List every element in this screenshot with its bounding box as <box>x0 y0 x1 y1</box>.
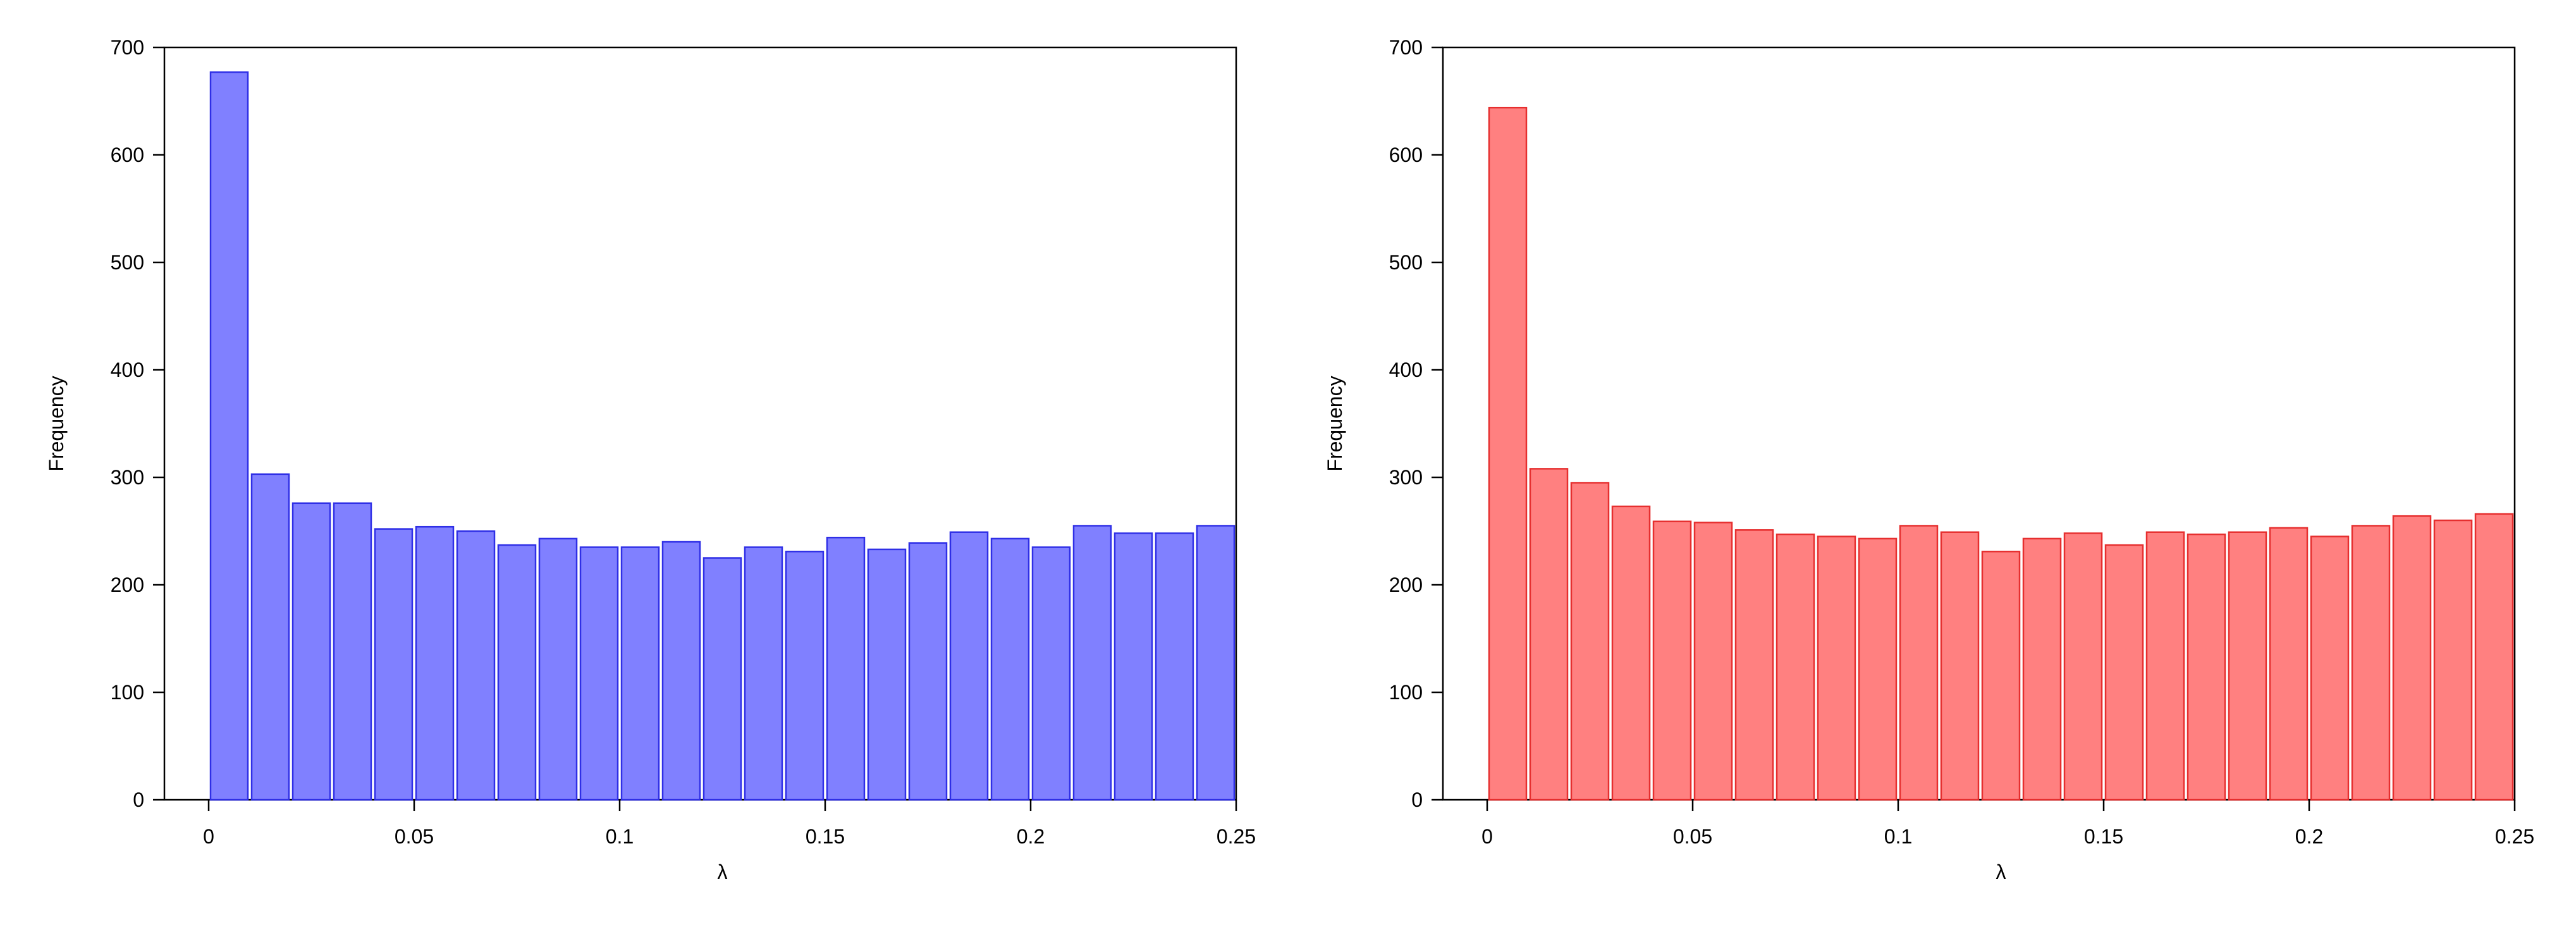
histogram-bar <box>2228 531 2267 801</box>
histogram-bar <box>374 528 414 801</box>
y-tick-label: 400 <box>111 358 144 381</box>
histogram-bar <box>579 546 619 801</box>
y-tick-label: 600 <box>111 144 144 166</box>
histogram-bar <box>1529 468 1569 801</box>
histogram-bar <box>1817 536 1856 801</box>
histogram-bar <box>2104 544 2144 801</box>
histogram-bar <box>2269 527 2309 801</box>
left-histogram: 0 100 200 300 400 500 600 700 0 0.05 0.1 0.15 0.2 0.2… <box>45 36 1256 883</box>
y-tick-label: 200 <box>111 573 144 596</box>
histogram-bar <box>1113 532 1153 801</box>
histogram-bar <box>949 531 989 801</box>
histogram-bar <box>209 71 249 801</box>
histogram-bar <box>2310 536 2350 801</box>
histogram-bar <box>2145 531 2185 801</box>
histogram-bar <box>661 541 701 801</box>
y-tick-label: 200 <box>1389 573 1423 596</box>
histogram-bar <box>333 502 372 801</box>
x-tick-label: 0.25 <box>1217 825 1256 848</box>
histogram-bar <box>1776 533 1815 801</box>
x-tick-label: 0.05 <box>1673 825 1712 848</box>
y-tick-label: 400 <box>1389 358 1423 381</box>
histogram-bar <box>702 557 742 801</box>
histogram-bar <box>2063 532 2103 801</box>
x-axis-label: λ <box>1996 861 2006 883</box>
x-tick-label: 0.15 <box>2084 825 2123 848</box>
histogram-bar <box>620 546 660 801</box>
histogram-bar <box>456 530 496 801</box>
histogram-bar <box>1488 106 1528 801</box>
histogram-bar <box>291 502 331 801</box>
histogram-bar <box>2351 525 2391 801</box>
histogram-bar <box>2392 515 2432 801</box>
y-tick-label: 500 <box>111 251 144 274</box>
histogram-bar <box>867 548 907 801</box>
histogram-bar <box>826 536 866 801</box>
histogram-bar <box>1981 551 2021 801</box>
y-tick-label: 700 <box>1389 36 1423 59</box>
bars <box>209 71 1236 801</box>
bars <box>1488 106 2514 801</box>
y-tick-label: 700 <box>111 36 144 59</box>
y-tick-label: 100 <box>1389 681 1423 704</box>
histogram-bar <box>497 544 537 801</box>
x-axis-label: λ <box>718 861 728 883</box>
x-tick-label: 0 <box>203 825 214 848</box>
y-tick-label: 0 <box>133 788 144 811</box>
histogram-bar <box>1858 537 1898 801</box>
right-histogram: 0 100 200 300 400 500 600 700 0 0.05 0.1 0.15 0.2 0.2… <box>1323 36 2534 883</box>
x-tick-label: 0.2 <box>1017 825 1045 848</box>
histogram-bar <box>250 473 290 801</box>
x-tick-label: 0.05 <box>395 825 434 848</box>
histogram-bar <box>1570 482 1610 801</box>
histogram-bar <box>538 537 578 801</box>
histogram-bar <box>1031 546 1071 801</box>
histogram-bar <box>415 525 455 801</box>
histogram-bar <box>2474 513 2514 801</box>
histogram-bar <box>744 546 783 801</box>
y-tick-label: 300 <box>111 466 144 489</box>
y-tick-label: 300 <box>1389 466 1423 489</box>
histogram-bar <box>2022 537 2062 801</box>
histogram-bar <box>1196 525 1236 801</box>
histogram-bar <box>908 542 948 801</box>
histogram-bar <box>2187 533 2226 801</box>
y-tick-label: 100 <box>111 681 144 704</box>
x-tick-label: 0 <box>1481 825 1493 848</box>
y-tick-label: 600 <box>1389 144 1423 166</box>
histogram-bar <box>1734 529 1774 801</box>
histogram-bar <box>1940 531 1980 801</box>
histogram-bar <box>1899 525 1939 801</box>
histogram-bar <box>2433 519 2473 801</box>
histogram-bar <box>1072 525 1112 801</box>
x-tick-label: 0.15 <box>806 825 845 848</box>
y-tick-label: 500 <box>1389 251 1423 274</box>
y-axis-label: Frequency <box>45 376 68 471</box>
x-tick-label: 0.1 <box>606 825 634 848</box>
x-tick-label: 0.1 <box>1884 825 1912 848</box>
x-tick-label: 0.2 <box>2295 825 2323 848</box>
histogram-bar <box>990 537 1030 801</box>
histogram-bar <box>1611 505 1651 801</box>
histogram-bar <box>1155 532 1194 801</box>
histogram-bar <box>785 551 825 801</box>
x-tick-label: 0.25 <box>2495 825 2534 848</box>
y-axis-label: Frequency <box>1323 376 1346 471</box>
histogram-bar <box>1693 522 1733 801</box>
histogram-bar <box>1652 520 1692 801</box>
y-tick-label: 0 <box>1411 788 1423 811</box>
